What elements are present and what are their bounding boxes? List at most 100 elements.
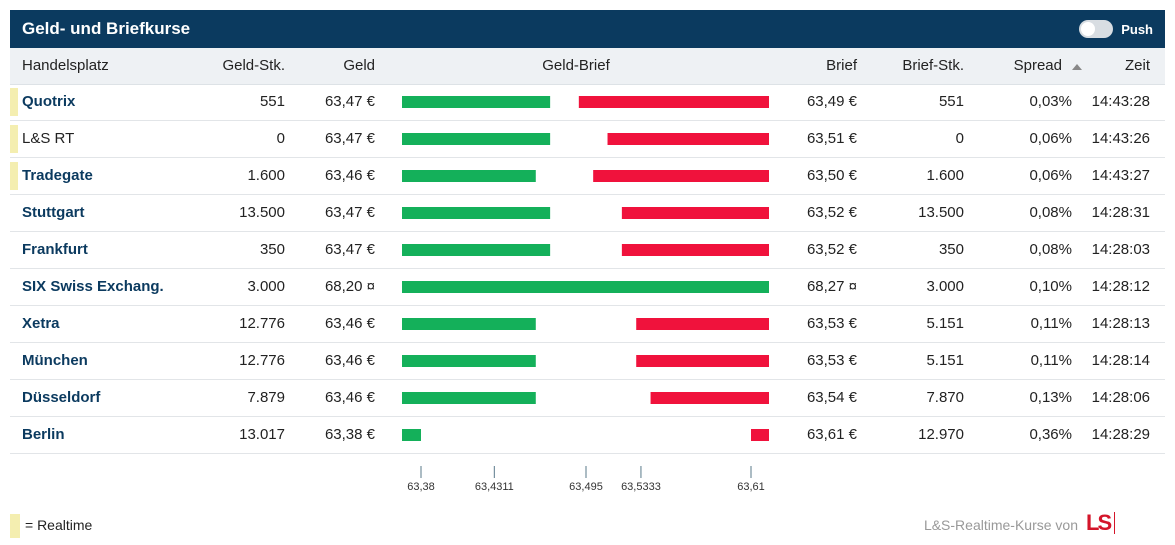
table-row: Quotrix 551 63,47 € 63,49 € 551 0,03% 14:43:28 — [10, 84, 1165, 121]
column-header: Brief-Stk. — [902, 57, 964, 74]
cell-value: 63,47 € — [324, 241, 375, 258]
push-label[interactable]: Push — [1121, 22, 1153, 37]
push-toggle[interactable] — [1079, 20, 1113, 38]
legend-text: = Realtime — [25, 517, 93, 533]
cell-value: 14:28:06 — [1091, 389, 1150, 406]
cell-value: 63,52 € — [806, 204, 857, 221]
cell-value: 63,47 € — [324, 204, 375, 221]
cell-value: 14:43:28 — [1091, 93, 1150, 110]
spread-bar — [402, 207, 769, 219]
column-header: Zeit — [1124, 57, 1150, 74]
ask-bar — [621, 244, 769, 256]
spread-bar — [402, 429, 769, 441]
bid-bar — [402, 281, 769, 293]
realtime-swatch — [10, 514, 20, 538]
cell-value: 0,08% — [1029, 204, 1072, 221]
cell-value: 3.000 — [926, 278, 964, 295]
cell-value: 0,03% — [1029, 93, 1072, 110]
cell-value: 63,53 € — [806, 352, 857, 369]
cell-value: 0 — [276, 130, 285, 147]
cell-value: 63,54 € — [806, 389, 857, 406]
market-name[interactable]: SIX Swiss Exchang. — [22, 278, 164, 295]
ask-bar — [593, 170, 769, 182]
cell-value: 63,46 € — [324, 352, 375, 369]
table-row: München 12.776 63,46 € 63,53 € 5.151 0,11% 14:… — [10, 343, 1165, 380]
cell-value: 68,20 ¤ — [324, 278, 375, 295]
market-name[interactable]: Stuttgart — [22, 204, 85, 221]
cell-value: 0,11% — [1030, 352, 1072, 369]
spread-bar — [402, 281, 769, 293]
cell-value: 63,47 € — [324, 93, 375, 110]
tick-label: 63,38 — [407, 481, 435, 493]
cell-value: 63,52 € — [806, 241, 857, 258]
tick-label: 63,5333 — [621, 481, 661, 493]
table-header: Handelsplatz Geld-Stk. Geld Geld-Brief Brief… — [10, 48, 1165, 85]
market-name[interactable]: Quotrix — [22, 93, 76, 110]
cell-value: 63,53 € — [806, 315, 857, 332]
logo[interactable]: LS — [1086, 510, 1112, 535]
table-row: Xetra 12.776 63,46 € 63,53 € 5.151 0,11% 14:28… — [10, 306, 1165, 343]
cell-value: 14:43:26 — [1091, 130, 1150, 147]
cell-value: 12.776 — [239, 315, 285, 332]
cell-value: 1.600 — [247, 167, 285, 184]
spread-bar — [402, 133, 769, 145]
ask-bar — [650, 392, 769, 404]
column-header: Geld — [343, 57, 375, 74]
cell-value: 0,10% — [1029, 278, 1072, 295]
bid-bar — [402, 429, 421, 441]
market-name[interactable]: Tradegate — [22, 167, 93, 184]
cell-value: 350 — [259, 241, 285, 258]
spread-bar — [402, 355, 769, 367]
source-text: L&S-Realtime-Kurse von — [923, 517, 1078, 533]
cell-value: 0 — [955, 130, 964, 147]
cell-value: 0,08% — [1029, 241, 1072, 258]
market-name: L&S RT — [22, 130, 75, 147]
market-name[interactable]: Frankfurt — [22, 241, 88, 258]
column-header: Brief — [826, 57, 857, 74]
market-name[interactable]: München — [22, 352, 88, 369]
cell-value: 63,47 € — [324, 130, 375, 147]
table-row: Tradegate 1.600 63,46 € 63,50 € 1.600 0,06% 14… — [10, 158, 1165, 195]
tick-label: 63,61 — [737, 481, 765, 493]
bid-bar — [402, 207, 551, 219]
market-name[interactable]: Berlin — [22, 426, 65, 443]
bid-bar — [402, 392, 536, 404]
cell-value: 5.151 — [926, 315, 964, 332]
column-header: Handelsplatz — [22, 57, 109, 74]
title-bar: Geld- und Briefkurse Push — [10, 10, 1165, 48]
spread-bar — [402, 244, 769, 256]
cell-value: 0,36% — [1029, 426, 1072, 443]
cell-value: 63,50 € — [806, 167, 857, 184]
bid-bar — [402, 170, 536, 182]
sort-arrow[interactable] — [1072, 64, 1082, 70]
bid-bar — [402, 133, 551, 145]
tick-label: 63,495 — [569, 481, 603, 493]
ask-bar — [578, 96, 769, 108]
realtime-marker — [10, 125, 18, 153]
market-name[interactable]: Xetra — [22, 315, 60, 332]
cell-value: 0,11% — [1030, 315, 1072, 332]
table-row: L&S RT 0 63,47 € 63,51 € 0 0,06% 14:43:26 — [10, 121, 1165, 158]
bid-bar — [402, 96, 551, 108]
bid-bar — [402, 318, 536, 330]
cell-value: 63,46 € — [324, 167, 375, 184]
logo-divider — [1114, 512, 1115, 534]
cell-value: 14:28:31 — [1091, 204, 1150, 221]
cell-value: 3.000 — [247, 278, 285, 295]
cell-value: 63,38 € — [324, 426, 375, 443]
realtime-marker — [10, 88, 18, 116]
column-header: Spread — [1013, 57, 1062, 74]
cell-value: 12.970 — [918, 426, 964, 443]
market-name[interactable]: Düsseldorf — [22, 389, 101, 406]
table-row: Berlin 13.017 63,38 € 63,61 € 12.970 0,36% 14:… — [10, 417, 1165, 454]
cell-value: 14:43:27 — [1091, 167, 1150, 184]
table-row: SIX Swiss Exchang. 3.000 68,20 ¤ 68,27 ¤ 3.0… — [10, 269, 1165, 306]
table-row: Frankfurt 350 63,47 € 63,52 € 350 0,08% 14:28:… — [10, 232, 1165, 269]
cell-value: 63,61 € — [806, 426, 857, 443]
table-row: Düsseldorf 7.879 63,46 € 63,54 € 7.870 0,13% 1… — [10, 380, 1165, 417]
cell-value: 7.879 — [247, 389, 285, 406]
ask-bar — [751, 429, 769, 441]
cell-value: 63,46 € — [324, 315, 375, 332]
ask-bar — [636, 355, 769, 367]
